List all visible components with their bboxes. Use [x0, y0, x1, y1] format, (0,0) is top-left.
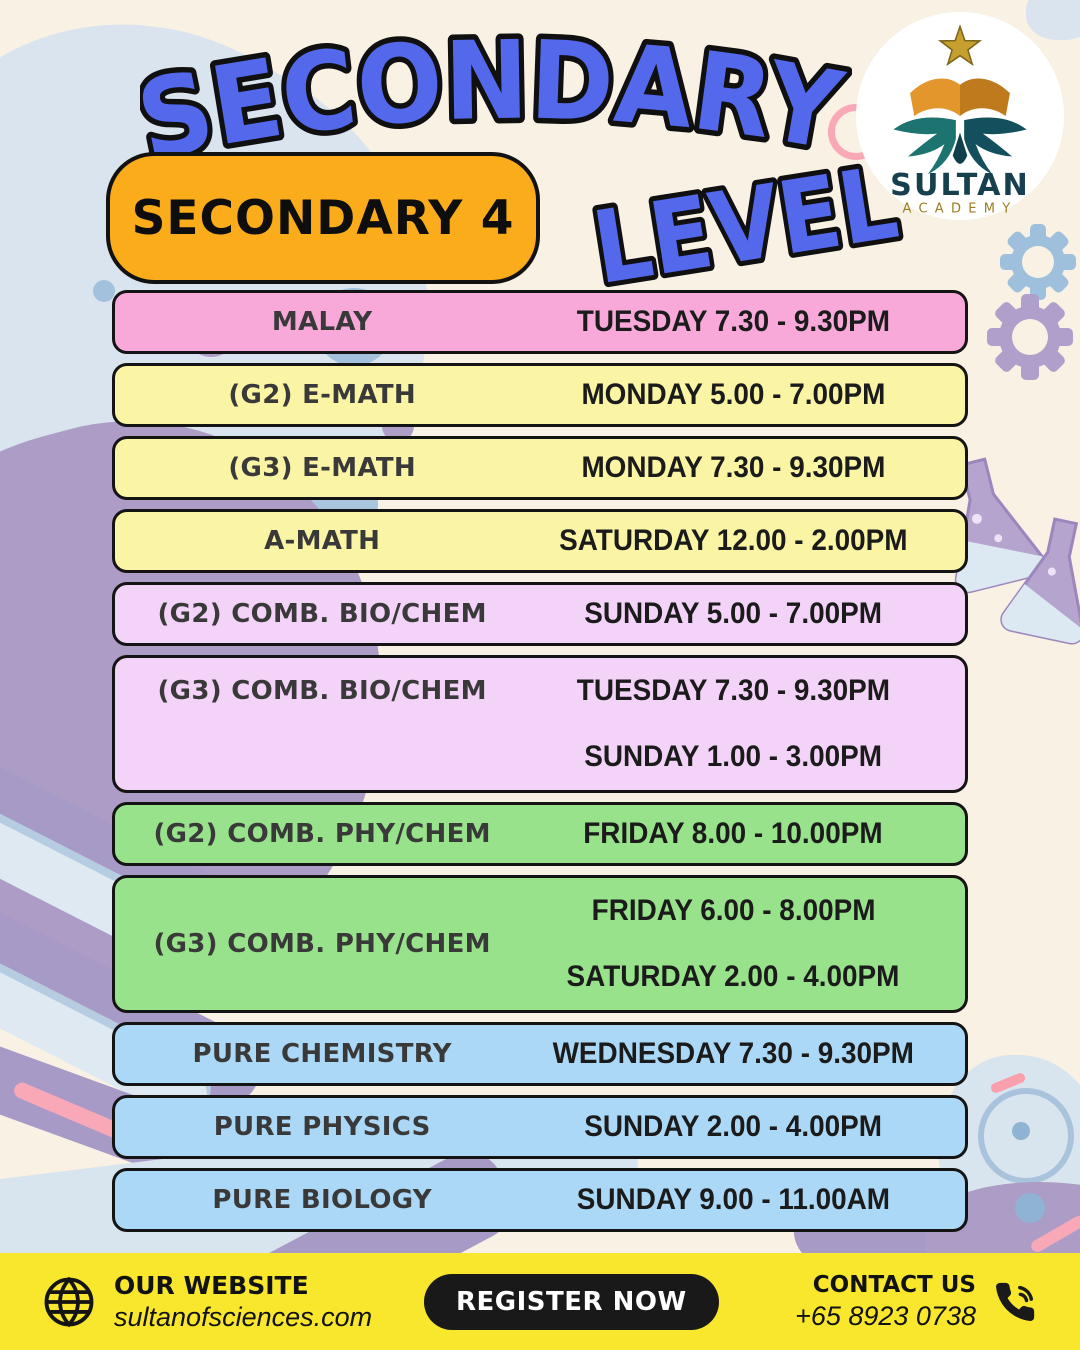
website-group: OUR WEBSITE sultanofsciences.com: [42, 1271, 372, 1333]
wing-tail: [952, 132, 968, 164]
schedule-row: PURE CHEMISTRY WEDNESDAY 7.30 - 9.30PM: [112, 1022, 968, 1086]
contact-label: CONTACT US: [812, 1271, 976, 1298]
time-slot: FRIDAY 6.00 - 8.00PM: [591, 894, 876, 927]
subject-label: MALAY: [271, 307, 373, 337]
lens-ring-decoration: [978, 1088, 1074, 1184]
star-icon: [937, 24, 983, 67]
subject-label: PURE PHYSICS: [213, 1112, 431, 1142]
logo-name: SULTAN: [890, 168, 1030, 203]
contact-phone: +65 8923 0738: [795, 1300, 976, 1331]
schedule-row: (G2) E-MATH MONDAY 5.00 - 7.00PM: [112, 363, 968, 427]
website-label: OUR WEBSITE: [114, 1270, 309, 1300]
time-slot: WEDNESDAY 7.30 - 9.30PM: [552, 1037, 914, 1070]
time-slot-list: FRIDAY 6.00 - 8.00PM SATURDAY 2.00 - 4.00…: [515, 878, 951, 1010]
book-left: [910, 78, 960, 116]
register-now-button[interactable]: REGISTER NOW: [424, 1273, 719, 1330]
time-slot: MONDAY 5.00 - 7.00PM: [581, 378, 886, 411]
subject-label: A-MATH: [264, 526, 381, 556]
time-slot: SUNDAY 2.00 - 4.00PM: [584, 1110, 883, 1143]
time-slot-list: MONDAY 5.00 - 7.00PM: [515, 378, 951, 412]
subject-label: (G2) COMB. BIO/CHEM: [157, 599, 487, 629]
subject-label: (G3) COMB. BIO/CHEM: [157, 676, 487, 706]
globe-icon: [44, 1276, 94, 1327]
time-slot-list: SATURDAY 12.00 - 2.00PM: [515, 524, 951, 558]
time-slot-list: FRIDAY 8.00 - 10.00PM: [515, 817, 951, 851]
subject-label: (G2) E-MATH: [228, 380, 416, 410]
schedule-row: MALAY TUESDAY 7.30 - 9.30PM: [112, 290, 968, 354]
logo-subtitle: ACADEMY: [903, 202, 1018, 217]
time-slot: SUNDAY 5.00 - 7.00PM: [584, 597, 883, 630]
secondary-4-badge: SECONDARY 4: [106, 152, 540, 284]
gears-icon: [987, 224, 1076, 380]
time-slot: FRIDAY 8.00 - 10.00PM: [583, 817, 883, 850]
book-right: [960, 78, 1010, 116]
phone-icon: [996, 1282, 1035, 1321]
schedule-row: (G2) COMB. PHY/CHEM FRIDAY 8.00 - 10.00P…: [112, 802, 968, 866]
time-slot-list: SUNDAY 9.00 - 11.00AM: [515, 1183, 951, 1217]
badge-label: SECONDARY 4: [131, 190, 515, 246]
schedule-row: (G2) COMB. BIO/CHEM SUNDAY 5.00 - 7.00PM: [112, 582, 968, 646]
bubble-decoration: [93, 280, 115, 302]
subject-label: PURE CHEMISTRY: [192, 1039, 452, 1069]
bubble-decoration: [1015, 1193, 1045, 1223]
time-slot-list: WEDNESDAY 7.30 - 9.30PM: [515, 1037, 951, 1071]
time-slot-list: TUESDAY 7.30 - 9.30PM SUNDAY 1.00 - 3.00P…: [515, 658, 951, 790]
time-slot: MONDAY 7.30 - 9.30PM: [581, 451, 886, 484]
subject-label: PURE BIOLOGY: [212, 1185, 432, 1215]
lens-dot-decoration: [1012, 1122, 1030, 1140]
time-slot-list: SUNDAY 2.00 - 4.00PM: [515, 1110, 951, 1144]
subject-label: (G3) COMB. PHY/CHEM: [153, 929, 491, 959]
schedule-row: (G3) COMB. BIO/CHEM TUESDAY 7.30 - 9.30P…: [112, 655, 968, 793]
time-slot: TUESDAY 7.30 - 9.30PM: [576, 674, 890, 707]
time-slot-list: MONDAY 7.30 - 9.30PM: [515, 451, 951, 485]
wing-right: [964, 117, 1027, 175]
time-slot: SATURDAY 12.00 - 2.00PM: [558, 524, 908, 557]
schedule-row: PURE BIOLOGY SUNDAY 9.00 - 11.00AM: [112, 1168, 968, 1232]
schedule-row: A-MATH SATURDAY 12.00 - 2.00PM: [112, 509, 968, 573]
footer-bar: OUR WEBSITE sultanofsciences.com REGISTE…: [0, 1253, 1080, 1350]
contact-group: CONTACT US +65 8923 0738: [795, 1272, 1038, 1332]
time-slot: TUESDAY 7.30 - 9.30PM: [576, 305, 890, 338]
schedule-row: (G3) E-MATH MONDAY 7.30 - 9.30PM: [112, 436, 968, 500]
time-slot: SATURDAY 2.00 - 4.00PM: [566, 960, 900, 993]
time-slot: SUNDAY 9.00 - 11.00AM: [576, 1183, 890, 1216]
subject-label: (G3) E-MATH: [228, 453, 416, 483]
time-slot-list: TUESDAY 7.30 - 9.30PM: [515, 305, 951, 339]
academy-logo: SULTAN ACADEMY: [856, 12, 1064, 220]
time-slot: SUNDAY 1.00 - 3.00PM: [584, 740, 883, 773]
corner-blob-decoration: [1026, 0, 1080, 40]
wing-left: [893, 117, 956, 175]
time-slot-list: SUNDAY 5.00 - 7.00PM: [515, 597, 951, 631]
schedule-row: (G3) COMB. PHY/CHEM FRIDAY 6.00 - 8.00PM…: [112, 875, 968, 1013]
flasks-icon: [954, 457, 1080, 645]
schedule-row: PURE PHYSICS SUNDAY 2.00 - 4.00PM: [112, 1095, 968, 1159]
website-url: sultanofsciences.com: [114, 1301, 373, 1332]
subject-label: (G2) COMB. PHY/CHEM: [153, 819, 491, 849]
schedule-table: MALAY TUESDAY 7.30 - 9.30PM (G2) E-MATH …: [112, 290, 968, 1241]
poster-title-level: LEVEL: [581, 139, 911, 312]
